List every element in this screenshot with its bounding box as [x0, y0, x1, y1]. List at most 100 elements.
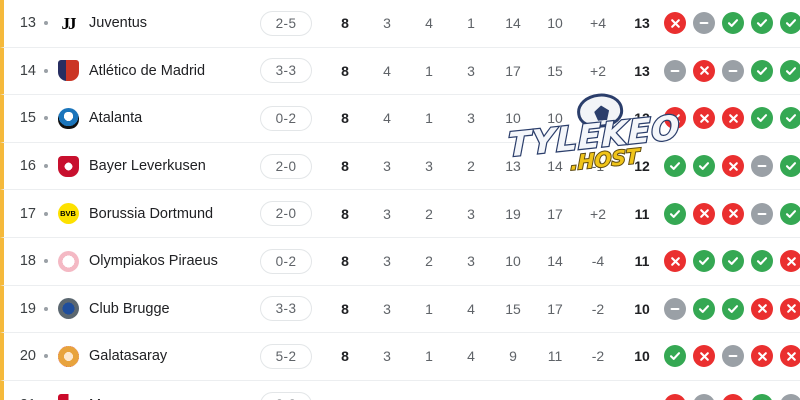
- team-name[interactable]: Juventus: [89, 15, 148, 32]
- form-win-check-icon[interactable]: [693, 155, 715, 178]
- score-cell[interactable]: 2-5: [248, 10, 324, 36]
- form-draw-dash-icon[interactable]: [693, 393, 715, 400]
- score-cell[interactable]: 3-3: [248, 58, 324, 84]
- table-row[interactable]: 13 JJ Juventus 2-5 8 3 4 1 14 10 +4 13: [0, 0, 800, 48]
- team-name[interactable]: Monaco: [82, 397, 248, 400]
- score-badge[interactable]: 0-2: [259, 248, 313, 274]
- form-loss-cross-icon[interactable]: [664, 12, 686, 35]
- table-row[interactable]: 16 Bayer Leverkusen 2-0 8 3 3 2 13 14 -1 12: [0, 142, 800, 191]
- score-badge[interactable]: 2-0: [259, 153, 313, 179]
- goals-for: 10: [505, 110, 521, 127]
- score-badge[interactable]: 3-3: [259, 58, 313, 84]
- form-draw-dash-icon[interactable]: [722, 59, 744, 82]
- form-loss-cross-icon[interactable]: [664, 107, 686, 130]
- form-win-check-icon[interactable]: [664, 155, 686, 178]
- goal-difference: -1: [591, 158, 605, 175]
- score-badge[interactable]: 2-5: [259, 10, 313, 36]
- form-draw-dash-icon[interactable]: [664, 59, 686, 82]
- goals-against: 17: [547, 205, 563, 222]
- form-loss-cross-icon[interactable]: [664, 250, 686, 273]
- form-win-check-icon[interactable]: [751, 250, 773, 273]
- form-loss-cross-icon[interactable]: [693, 107, 715, 130]
- form-loss-cross-icon[interactable]: [693, 345, 715, 368]
- table-row[interactable]: 21Monaco2-38242814-610: [0, 380, 800, 400]
- goals-against: 10: [547, 110, 563, 127]
- score-cell[interactable]: 2-0: [248, 153, 324, 179]
- team-name[interactable]: Olympiakos Piraeus: [89, 253, 218, 270]
- form-loss-cross-icon[interactable]: [722, 107, 744, 130]
- score-cell[interactable]: 2-3: [248, 392, 324, 400]
- losses-count: 3: [467, 62, 475, 79]
- form-loss-cross-icon[interactable]: [722, 155, 744, 178]
- form-draw-dash-icon[interactable]: [780, 393, 800, 400]
- form-draw-dash-icon[interactable]: [751, 202, 773, 225]
- form-win-check-icon[interactable]: [693, 250, 715, 273]
- form-guide: [664, 393, 800, 400]
- form-win-check-icon[interactable]: [751, 393, 773, 400]
- rank-marker-dot: [38, 164, 54, 169]
- score-cell[interactable]: 5-2: [248, 343, 324, 369]
- score-badge[interactable]: 2-3: [259, 392, 313, 400]
- table-row[interactable]: 20 Galatasaray 5-2 8 3 1 4 9 11 -2 10: [0, 333, 800, 381]
- played-count: 8: [341, 300, 349, 317]
- table-row[interactable]: 17 BVB Borussia Dortmund 2-0 8 3 2 3 19 17 +2 11: [0, 190, 800, 238]
- form-loss-cross-icon[interactable]: [751, 297, 773, 320]
- form-loss-cross-icon[interactable]: [751, 345, 773, 368]
- form-loss-cross-icon[interactable]: [780, 297, 800, 320]
- score-badge[interactable]: 0-2: [259, 105, 313, 131]
- form-win-check-icon[interactable]: [751, 12, 773, 35]
- draws-count: 1: [425, 62, 433, 79]
- form-win-check-icon[interactable]: [664, 202, 686, 225]
- table-row[interactable]: 18 Olympiakos Piraeus 0-2 8 3 2 3 10 14 -4 11: [0, 237, 800, 286]
- form-loss-cross-icon[interactable]: [780, 250, 800, 273]
- form-win-check-icon[interactable]: [693, 297, 715, 320]
- form-win-check-icon[interactable]: [780, 155, 800, 178]
- form-win-check-icon[interactable]: [751, 59, 773, 82]
- form-win-check-icon[interactable]: [780, 59, 800, 82]
- rank-marker-dot: [38, 21, 54, 26]
- form-loss-cross-icon[interactable]: [693, 202, 715, 225]
- score-cell[interactable]: 2-0: [248, 201, 324, 227]
- team-crest: [54, 345, 82, 367]
- form-win-check-icon[interactable]: [780, 202, 800, 225]
- points-total: 10: [634, 300, 650, 317]
- form-loss-cross-icon[interactable]: [693, 59, 715, 82]
- score-badge[interactable]: 5-2: [259, 343, 313, 369]
- points-total: 10: [634, 348, 650, 365]
- form-draw-dash-icon[interactable]: [751, 155, 773, 178]
- form-win-check-icon[interactable]: [722, 297, 744, 320]
- table-row[interactable]: 14 Atlético de Madrid 3-3 8 4 1 3 17 15 +2 13: [0, 47, 800, 96]
- rank-marker-dot: [38, 259, 54, 264]
- score-cell[interactable]: 0-2: [248, 105, 324, 131]
- form-win-check-icon[interactable]: [780, 107, 800, 130]
- team-name[interactable]: Bayer Leverkusen: [89, 158, 206, 175]
- score-cell[interactable]: 0-2: [248, 248, 324, 274]
- rank-number: 18: [19, 253, 36, 270]
- form-loss-cross-icon[interactable]: [664, 393, 686, 400]
- table-row[interactable]: 15 Atalanta 0-2 8 4 1 3 10 10 0 12: [0, 95, 800, 143]
- rank-number: 16: [19, 158, 36, 175]
- team-name[interactable]: Club Brugge: [89, 300, 170, 317]
- played-count: 8: [341, 348, 349, 365]
- form-win-check-icon[interactable]: [751, 107, 773, 130]
- form-win-check-icon[interactable]: [722, 250, 744, 273]
- form-draw-dash-icon[interactable]: [664, 297, 686, 320]
- form-win-check-icon[interactable]: [664, 345, 686, 368]
- team-name[interactable]: Atlético de Madrid: [89, 62, 206, 79]
- team-name[interactable]: Galatasaray: [89, 348, 168, 365]
- form-loss-cross-icon[interactable]: [722, 393, 744, 400]
- form-loss-cross-icon[interactable]: [780, 345, 800, 368]
- form-win-check-icon[interactable]: [722, 12, 744, 35]
- form-draw-dash-icon[interactable]: [693, 12, 715, 35]
- form-loss-cross-icon[interactable]: [722, 202, 744, 225]
- form-win-check-icon[interactable]: [780, 12, 800, 35]
- form-guide: [664, 155, 800, 178]
- score-badge[interactable]: 2-0: [259, 201, 313, 227]
- played-count: 8: [341, 205, 349, 222]
- team-name[interactable]: Borussia Dortmund: [89, 205, 214, 222]
- score-cell[interactable]: 3-3: [248, 296, 324, 322]
- table-row[interactable]: 19 Club Brugge 3-3 8 3 1 4 15 17 -2 10: [0, 285, 800, 334]
- team-name[interactable]: Atalanta: [89, 110, 143, 127]
- score-badge[interactable]: 3-3: [259, 296, 313, 322]
- form-draw-dash-icon[interactable]: [722, 345, 744, 368]
